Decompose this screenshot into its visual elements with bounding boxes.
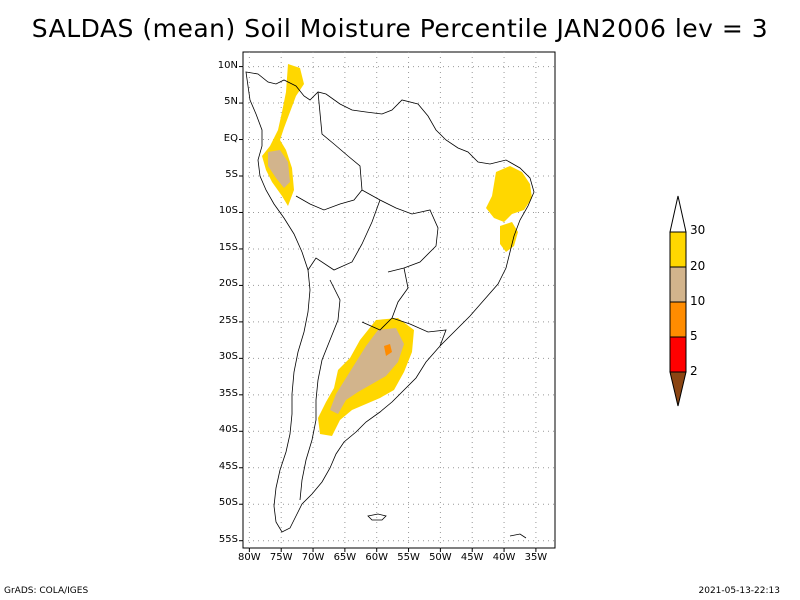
legend-label: 30: [690, 223, 706, 237]
lat-tick-label: 5S: [225, 169, 238, 180]
legend-swatch: [669, 231, 687, 268]
lon-tick-label: 60W: [365, 552, 389, 563]
lat-tick-label: 5N: [224, 96, 238, 108]
lon-tick-label: 80W: [238, 552, 261, 563]
lat-tick-label: 45S: [218, 460, 238, 472]
lat-tick-label: EQ: [223, 132, 238, 144]
lon-tick-label: 50W: [429, 552, 452, 563]
legend-label: 20: [690, 259, 706, 273]
footer-credit: GrADS: COLA/IGES: [4, 586, 89, 596]
lon-tick-label: 70W: [301, 552, 325, 563]
lat-tick-label: 40S: [218, 424, 238, 436]
legend-swatch: [669, 301, 687, 338]
legend-label: 5: [690, 329, 698, 343]
lon-tick-label: 45W: [460, 552, 484, 563]
lon-tick-label: 65W: [333, 552, 357, 563]
lon-tick-label: 55W: [397, 552, 420, 563]
shade-east-coast: [500, 222, 518, 252]
percentile-shading: [262, 64, 532, 436]
legend-label: 10: [690, 294, 706, 308]
country-borders: [295, 91, 447, 501]
axis-ticks: [239, 66, 537, 552]
lon-tick-label: 75W: [269, 552, 293, 563]
falklands: [367, 513, 387, 521]
footer-timestamp: 2021-05-13-22:13: [698, 586, 781, 596]
lat-tick-label: 15S: [218, 241, 238, 253]
south-america-outline: [245, 71, 535, 533]
lat-tick-label: 30S: [218, 351, 238, 363]
lat-tick-label: 10S: [218, 205, 238, 217]
legend-top-arrow: [669, 195, 687, 233]
south-georgia: [509, 533, 527, 539]
shade-south-orange: [384, 344, 392, 356]
lat-tick-label: 25S: [218, 314, 238, 326]
legend-swatch: [669, 266, 687, 303]
lat-tick-label: 35S: [218, 387, 238, 399]
lat-tick-label: 10N: [217, 59, 238, 71]
chart-title: SALDAS (mean) Soil Moisture Percentile J…: [31, 14, 769, 43]
lon-tick-label: 35W: [524, 552, 548, 563]
lat-tick-label: 20S: [218, 278, 238, 290]
lat-tick-label: 50S: [218, 497, 238, 509]
shade-northeast: [486, 166, 532, 222]
legend: [669, 195, 687, 407]
legend-label: 2: [690, 364, 698, 378]
lat-tick-label: 55S: [218, 533, 238, 545]
legend-swatch: [669, 336, 687, 373]
legend-bottom-arrow: [669, 371, 687, 407]
lon-tick-label: 40W: [492, 552, 516, 563]
coastlines: [245, 71, 535, 539]
shade-andes-north-tan: [268, 150, 290, 188]
